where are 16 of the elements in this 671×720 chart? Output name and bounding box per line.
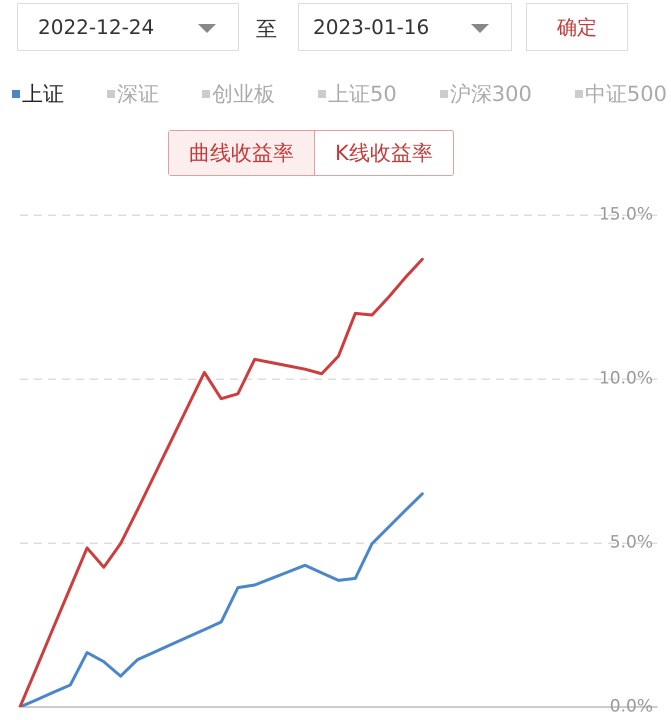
y-tick-label: 10.0%: [598, 368, 653, 388]
text: 曲线收益率: [169, 131, 315, 175]
text: 2023-01-16: [313, 15, 430, 39]
text: 确定: [526, 3, 628, 51]
text: 中证500: [584, 81, 667, 108]
text: 沪深300: [448, 81, 532, 108]
text: K线收益率: [334, 140, 434, 167]
legend-label: 上证: [21, 81, 64, 108]
text: 2022-12-24: [38, 15, 154, 39]
y-tick-label: 0.0%: [610, 696, 653, 716]
text: 创业板: [211, 81, 276, 108]
text: 至: [256, 16, 277, 43]
text: 深证: [116, 81, 160, 108]
y-tick-label: 5.0%: [610, 532, 653, 552]
text: 上证50: [327, 81, 397, 108]
y-tick-label: 15.0%: [598, 204, 653, 224]
